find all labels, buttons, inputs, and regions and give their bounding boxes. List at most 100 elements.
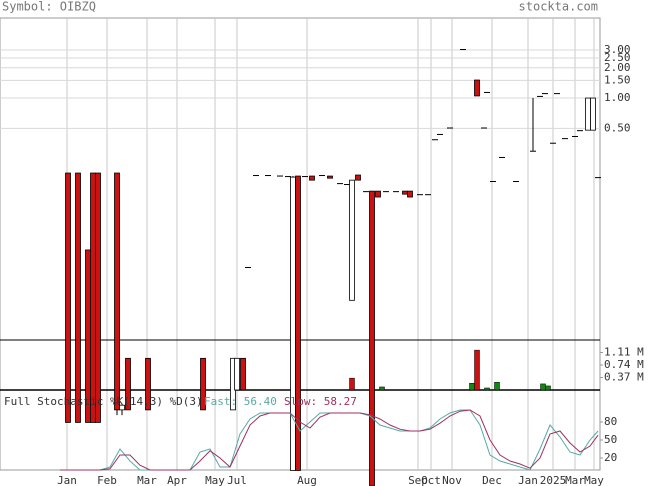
candle-body — [432, 139, 438, 141]
candle-body — [355, 174, 361, 181]
candle-body — [393, 191, 399, 193]
candle-body — [344, 184, 350, 186]
site: stockta.com — [519, 0, 598, 14]
candle-body — [375, 190, 381, 198]
x-tick-label: Jan — [57, 474, 77, 486]
stoch-tick-label: 80 — [604, 415, 617, 428]
candle-body — [240, 357, 246, 391]
candle-body — [425, 194, 431, 196]
volume-bar — [379, 386, 385, 391]
candle-body — [585, 97, 591, 131]
x-tick-label: Sep — [408, 474, 428, 486]
x-tick-label: Mar — [565, 474, 585, 486]
candle-body — [363, 191, 369, 193]
candle-body — [383, 191, 389, 193]
candle-body — [95, 172, 101, 423]
volume-bar — [474, 349, 480, 391]
candle-body — [302, 176, 308, 178]
candle-body — [114, 172, 120, 411]
candle-body — [572, 135, 578, 137]
y-tick-label: 3.00 — [604, 43, 631, 56]
candle-body — [530, 150, 536, 152]
candle-body — [484, 91, 490, 93]
y-tick-label: 1.50 — [604, 73, 631, 86]
candle-body — [437, 133, 443, 135]
x-tick-label: Nov — [442, 474, 462, 486]
stoch-tick-label: 50 — [604, 433, 617, 446]
candle-body — [265, 175, 271, 177]
candle-body — [481, 127, 487, 129]
symbol: Symbol: OIBZQ — [2, 0, 96, 14]
candle-body — [369, 190, 375, 486]
candle-body — [417, 194, 423, 196]
x-tick-label: May — [584, 474, 604, 486]
y-tick-label: 2.50 — [604, 51, 631, 64]
candle-body — [402, 190, 408, 195]
x-tick-label: Aug — [297, 474, 317, 486]
candle-body — [75, 172, 81, 423]
x-tick-label: Feb — [97, 474, 117, 486]
volume-bar — [545, 385, 551, 391]
x-tick-label: Oct — [421, 474, 441, 486]
marks — [60, 49, 601, 486]
candle-body — [295, 175, 301, 471]
candle-body — [200, 357, 206, 411]
x-tick-label: Jan — [518, 474, 538, 486]
candle-body — [253, 175, 259, 177]
x-tick-label: Mar — [137, 474, 157, 486]
slow-line — [60, 409, 599, 471]
candle-body — [590, 97, 596, 131]
y-tick-label: 0.50 — [604, 121, 631, 134]
candle-body — [90, 172, 96, 423]
candle-body — [550, 142, 556, 144]
candle-body — [277, 175, 283, 177]
candle-body — [537, 95, 543, 97]
volume-bar — [540, 383, 546, 391]
candle-body — [145, 357, 151, 411]
candle-body — [407, 190, 413, 198]
candle-body — [125, 357, 131, 411]
candle-body — [65, 172, 71, 423]
candle-body — [327, 175, 333, 179]
volume-bar — [484, 387, 490, 391]
candle-body — [447, 127, 453, 129]
candle-body — [285, 176, 291, 178]
candle-body — [499, 156, 505, 158]
x-tick-label: Dec — [482, 474, 502, 486]
volume-tick-label: 1.11 M — [604, 346, 644, 359]
candle-body — [309, 175, 315, 181]
fast-label: Fast: 56.40 — [204, 395, 277, 408]
slow-label: Slow: 58.27 — [284, 395, 357, 408]
stoch-title: Full Stochastic %K(14,3) %D(3) — [4, 395, 203, 408]
volume-tick-label: 0.74 M — [604, 358, 644, 371]
candle-body — [490, 181, 496, 183]
candle-body — [542, 93, 548, 95]
candle-body — [554, 93, 560, 95]
candle-body — [319, 175, 325, 177]
candle-body — [460, 49, 466, 51]
candle-body — [513, 181, 519, 183]
candle-body — [234, 357, 240, 391]
x-tick-label: Jul — [227, 474, 247, 486]
candle-body — [562, 138, 568, 140]
candle-body — [595, 177, 601, 179]
y-tick-label: 1.00 — [604, 91, 631, 104]
fast-line — [60, 409, 599, 471]
volume-tick-label: 0.37 M — [604, 371, 644, 384]
stoch-tick-label: 20 — [604, 451, 617, 464]
candle-body — [337, 183, 343, 185]
volume-bar — [494, 381, 500, 391]
candle-body — [245, 266, 251, 268]
x-tick-label: Apr — [167, 474, 187, 486]
candle-body — [577, 130, 583, 132]
x-tick-label: May — [205, 474, 225, 486]
x-tick-label: 2025 — [540, 474, 567, 486]
candle-body — [119, 404, 125, 411]
volume-bar — [469, 382, 475, 391]
candle-body — [290, 176, 296, 471]
y-tick-label: 2.00 — [604, 61, 631, 74]
candle-body — [349, 179, 355, 301]
volume-bar — [349, 377, 355, 391]
